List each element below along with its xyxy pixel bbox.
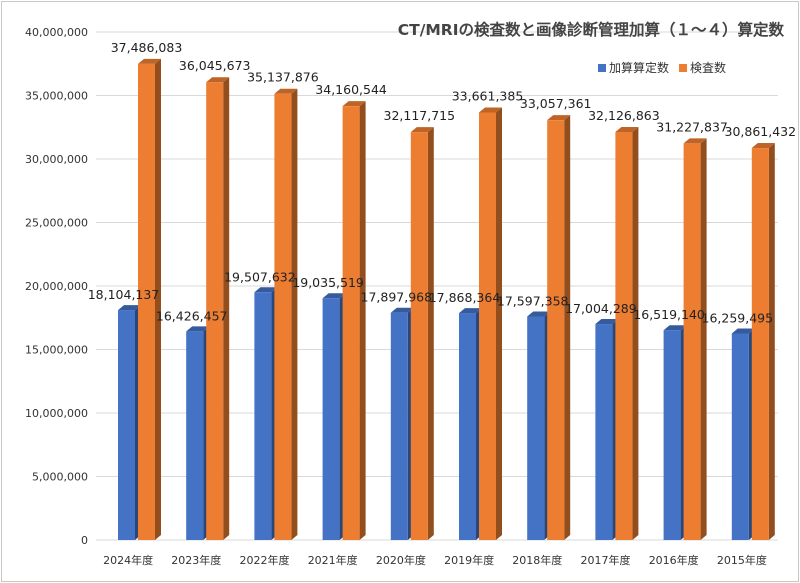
x-tick-label: 2019年度 (444, 553, 494, 567)
y-tick-label: 0 (81, 534, 88, 547)
bar-kasan (254, 287, 278, 540)
data-label: 31,227,837 (656, 119, 728, 134)
legend-swatch (598, 64, 606, 72)
bar-kensa (410, 127, 434, 541)
legend-item: 検査数 (679, 60, 726, 75)
x-axis-ticks: 2024年度 2023年度 2022年度 2021年度 2020年度 2019年度 2018… (103, 553, 767, 567)
y-tick-label: 25,000,000 (25, 217, 88, 230)
data-label: 36,045,673 (179, 58, 251, 73)
x-tick-label: 2015年度 (717, 553, 767, 567)
data-label: 32,117,715 (384, 108, 456, 123)
data-label: 37,486,083 (111, 40, 183, 55)
data-label: 33,661,385 (452, 89, 524, 104)
legend-label: 検査数 (690, 60, 726, 75)
data-label: 32,126,863 (588, 108, 660, 123)
bar-kensa (751, 143, 775, 540)
bar-kasan (527, 311, 551, 540)
data-label: 35,137,876 (247, 70, 319, 85)
bar-kensa (274, 88, 298, 541)
bar-kensa (138, 58, 161, 540)
data-label: 19,507,632 (224, 269, 296, 284)
bar-kensa (547, 115, 571, 541)
legend: 加算算定数 検査数 (598, 60, 726, 75)
y-tick-label: 5,000,000 (32, 471, 88, 484)
data-label: 17,004,289 (565, 301, 637, 316)
legend-label: 加算算定数 (609, 60, 669, 75)
x-tick-label: 2024年度 (103, 553, 153, 567)
bar-kasan (186, 326, 210, 540)
bar-kasan (322, 293, 346, 540)
data-label: 16,519,140 (633, 307, 705, 322)
bar-kensa (615, 126, 639, 541)
x-tick-label: 2020年度 (376, 553, 426, 567)
data-labels: 18,104,137 37,486,083 16,426,457 36,045,673… (88, 40, 796, 326)
x-tick-label: 2018年度 (512, 553, 562, 567)
x-tick-label: 2016年度 (649, 553, 699, 567)
data-label: 16,426,457 (156, 308, 228, 323)
data-label: 30,861,432 (725, 124, 797, 139)
data-label: 16,259,495 (702, 311, 774, 326)
x-tick-label: 2022年度 (240, 553, 290, 567)
y-axis-ticks: 0 5,000,000 10,000,000 15,000,000 20,000,000… (25, 26, 88, 547)
bar-kensa (342, 101, 366, 540)
y-tick-label: 35,000,000 (25, 90, 88, 103)
y-tick-label: 30,000,000 (25, 153, 88, 166)
chart-title: CT/MRIの検査数と画像診断管理加算（１～４）算定数 (398, 20, 785, 39)
bar-kensa (683, 138, 707, 540)
x-tick-label: 2021年度 (308, 553, 358, 567)
y-tick-label: 15,000,000 (25, 344, 88, 357)
bar-kensa (206, 77, 230, 540)
x-tick-label: 2017年度 (581, 553, 631, 567)
data-label: 18,104,137 (88, 287, 160, 302)
y-tick-label: 40,000,000 (25, 26, 88, 39)
y-tick-label: 10,000,000 (25, 407, 88, 420)
bars (118, 58, 775, 541)
data-label: 19,035,519 (292, 275, 364, 290)
legend-item: 加算算定数 (598, 60, 669, 75)
bar-kasan (663, 325, 687, 540)
bar-kasan (118, 305, 141, 540)
data-label: 17,897,968 (361, 290, 433, 305)
x-tick-label: 2023年度 (171, 553, 221, 567)
data-label: 34,160,544 (315, 82, 387, 97)
bar-kasan (459, 308, 482, 540)
y-tick-label: 20,000,000 (25, 280, 88, 293)
bar-kasan (595, 319, 619, 540)
bar-kensa (479, 107, 502, 540)
bar-kasan (731, 328, 755, 540)
data-label: 17,597,358 (497, 294, 569, 309)
data-label: 33,057,361 (520, 96, 592, 111)
legend-swatch (679, 64, 688, 72)
data-label: 17,868,364 (429, 290, 501, 305)
bar-kasan (390, 307, 414, 540)
